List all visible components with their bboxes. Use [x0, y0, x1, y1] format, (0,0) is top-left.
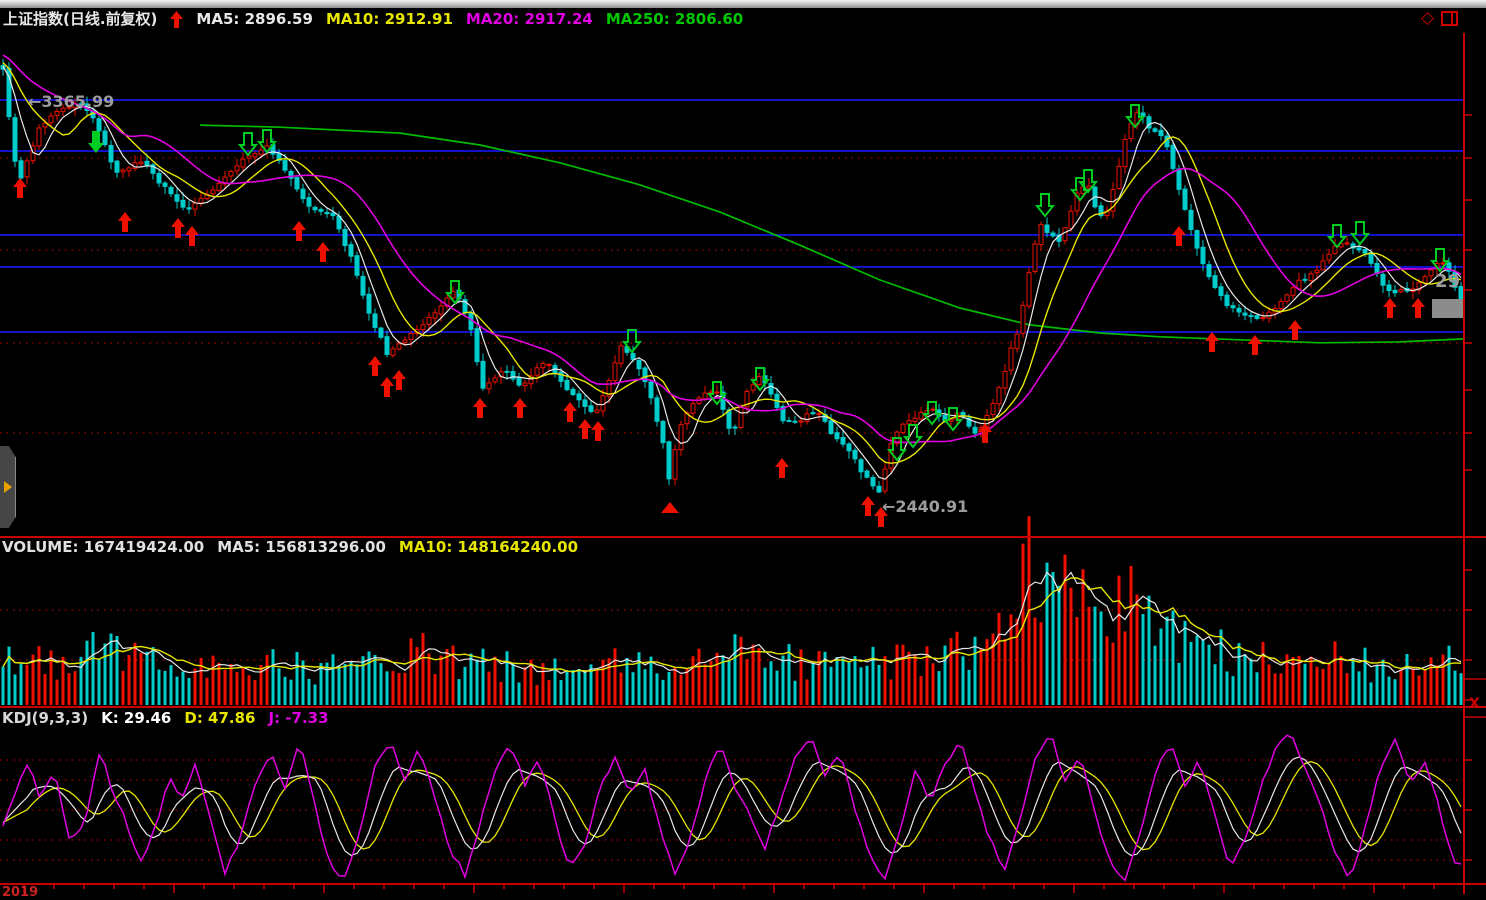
window-top-strip: [0, 0, 1486, 8]
kdj-k-label: K: 29.46: [101, 709, 172, 727]
ma10-label: MA10: 2912.91: [325, 10, 453, 28]
x-axis-year-label: 2019: [2, 885, 39, 900]
expand-arrow-icon: [3, 481, 12, 493]
window-split-icon[interactable]: [1441, 10, 1459, 26]
ma250-label: MA250: 2806.60: [605, 10, 744, 28]
kdj-j-label: J: -7.33: [268, 709, 329, 727]
ma20-label: MA20: 2917.24: [465, 10, 593, 28]
up-arrow-icon: [170, 10, 184, 28]
kdj-title-label: KDJ(9,3,3): [2, 709, 89, 727]
volume-value-label: VOLUME: 167419424.00: [2, 538, 205, 556]
kdj-d-label: D: 47.86: [184, 709, 256, 727]
volume-ma5-label: MA5: 156813296.00: [217, 538, 386, 556]
panel-close-x[interactable]: X: [1469, 696, 1480, 712]
sidebar-expand-handle[interactable]: [0, 446, 16, 528]
trough-price-label: ←2440.91: [882, 497, 969, 516]
corner-icons: ◇: [1421, 8, 1459, 28]
index-title: 上证指数(日线.前复权): [3, 10, 158, 28]
right-axis-partial-price: 29: [1435, 271, 1461, 292]
window-split-divider: [1451, 12, 1454, 24]
volume-header: VOLUME: 167419424.00 MA5: 156813296.00 M…: [2, 538, 578, 556]
kdj-header: KDJ(9,3,3) K: 29.46 D: 47.86 J: -7.33: [2, 709, 329, 727]
diamond-icon[interactable]: ◇: [1421, 8, 1435, 28]
ma5-label: MA5: 2896.59: [196, 10, 313, 28]
volume-ma10-label: MA10: 148164240.00: [398, 538, 579, 556]
main-chart-header: 上证指数(日线.前复权) MA5: 2896.59 MA10: 2912.91 …: [3, 10, 743, 28]
peak-price-label: ←3365.99: [28, 92, 115, 111]
